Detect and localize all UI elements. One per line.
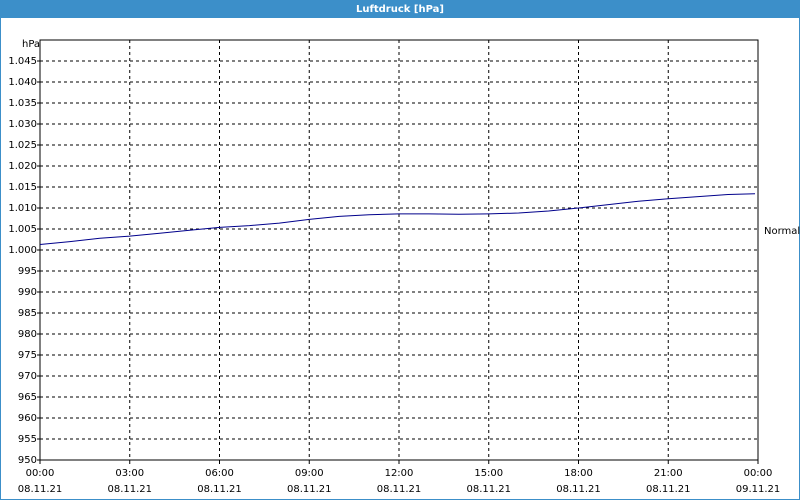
y-tick-label: 985 bbox=[18, 308, 37, 319]
x-tick-date: 08.11.21 bbox=[646, 484, 691, 495]
x-tick-label: 03:00 bbox=[115, 468, 144, 479]
x-tick-date: 08.11.21 bbox=[107, 484, 152, 495]
y-tick-label: 1.045 bbox=[8, 56, 37, 67]
x-tick-date: 08.11.21 bbox=[287, 484, 332, 495]
x-tick-label: 00:00 bbox=[26, 468, 55, 479]
series-line bbox=[39, 193, 756, 246]
y-tick-label: 980 bbox=[18, 329, 37, 340]
y-tick-label: 975 bbox=[18, 350, 37, 361]
y-tick-label: 955 bbox=[18, 434, 37, 445]
x-tick-date: 08.11.21 bbox=[197, 484, 242, 495]
y-tick-label: 1.010 bbox=[8, 203, 37, 214]
y-tick-label: 1.035 bbox=[8, 98, 37, 109]
y-tick-label: 1.005 bbox=[8, 224, 37, 235]
y-tick-label: 950 bbox=[18, 455, 37, 466]
y-tick-label: 1.025 bbox=[8, 140, 37, 151]
x-tick-label: 18:00 bbox=[564, 468, 593, 479]
y-tick-label: 990 bbox=[18, 287, 37, 298]
y-tick-label: 1.000 bbox=[8, 245, 37, 256]
x-tick-label: 21:00 bbox=[654, 468, 683, 479]
plot-frame bbox=[39, 39, 759, 461]
y-tick-label: 1.040 bbox=[8, 77, 37, 88]
y-tick-label: 995 bbox=[18, 266, 37, 277]
y-tick-label: 970 bbox=[18, 371, 37, 382]
x-tick-date: 08.11.21 bbox=[466, 484, 511, 495]
x-tick-date: 08.11.21 bbox=[377, 484, 422, 495]
title-bar bbox=[0, 0, 800, 18]
y-tick-label: 1.030 bbox=[8, 119, 37, 130]
x-tick-label: 00:00 bbox=[744, 468, 773, 479]
x-tick-label: 15:00 bbox=[474, 468, 503, 479]
y-unit: hPa bbox=[22, 39, 40, 50]
y-tick-label: 1.020 bbox=[8, 161, 37, 172]
x-tick-label: 12:00 bbox=[385, 468, 414, 479]
x-tick-date: 08.11.21 bbox=[556, 484, 601, 495]
x-tick-label: 09:00 bbox=[295, 468, 324, 479]
annotation: Normal bbox=[764, 226, 800, 237]
chart-title: Luftdruck [hPa] bbox=[356, 4, 444, 15]
y-tick-label: 1.015 bbox=[8, 182, 37, 193]
y-tick-label: 960 bbox=[18, 413, 37, 424]
x-tick-label: 06:00 bbox=[205, 468, 234, 479]
x-tick-date: 09.11.21 bbox=[736, 484, 781, 495]
y-tick-label: 965 bbox=[18, 392, 37, 403]
x-tick-date: 08.11.21 bbox=[18, 484, 63, 495]
